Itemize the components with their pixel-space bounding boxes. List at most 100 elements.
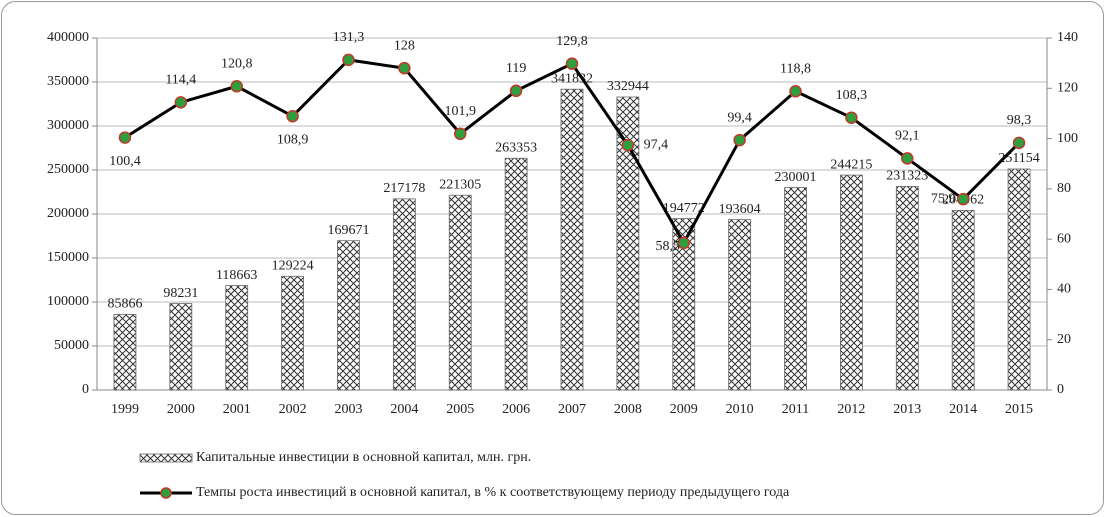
line-marker [677, 236, 691, 250]
y-tick-label: 400000 [47, 30, 89, 45]
line-marker [230, 80, 243, 93]
line-value-label: 99,4 [727, 110, 752, 125]
bar-value-label: 230001 [775, 170, 817, 185]
y-tick-label: 150000 [47, 250, 89, 265]
y2-tick-label: 100 [1057, 131, 1078, 146]
line-marker [901, 152, 914, 165]
line-value-label: 131,3 [333, 30, 365, 45]
bar [951, 210, 975, 391]
line-marker [286, 109, 299, 123]
bar [113, 314, 137, 391]
x-tick-label: 2009 [670, 402, 698, 417]
line-marker [398, 61, 411, 75]
x-tick-label: 2012 [837, 402, 865, 417]
bar [281, 275, 304, 391]
legend-marker [160, 487, 172, 499]
x-tick-label: 2007 [558, 402, 586, 417]
bar-value-label: 231323 [886, 169, 928, 184]
y2-tick-label: 120 [1057, 81, 1078, 96]
y-tick-label: 50000 [54, 338, 89, 353]
bar [337, 240, 360, 391]
y-tick-label: 250000 [47, 162, 89, 177]
x-tick-label: 2010 [726, 402, 754, 417]
legend-swatch [139, 453, 193, 463]
legend-label: Капитальные инвестиции в основной капита… [196, 450, 531, 465]
y-tick-label: 100000 [47, 294, 89, 309]
line-value-label: 100,4 [109, 154, 141, 169]
line-marker [453, 127, 467, 141]
bar [392, 198, 416, 391]
line-value-label: 98,3 [1007, 113, 1032, 128]
x-tick-label: 2013 [893, 402, 921, 417]
line-value-label: 118,8 [780, 62, 811, 77]
bar [448, 194, 472, 391]
line-marker [118, 131, 132, 144]
bar [784, 187, 807, 391]
x-tick-label: 2014 [949, 402, 977, 417]
bar-value-label: 221305 [439, 177, 481, 192]
line-marker [845, 111, 858, 124]
bar [504, 157, 528, 391]
line-value-label: 108,3 [836, 88, 868, 103]
line-value-label: 108,9 [277, 132, 309, 147]
bar [840, 174, 863, 391]
bar-value-label: 341832 [551, 71, 593, 86]
bar [895, 186, 919, 391]
bar-value-label: 118663 [216, 268, 257, 283]
x-tick-label: 2015 [1005, 402, 1033, 417]
x-tick-label: 2006 [502, 402, 530, 417]
y-tick-label: 200000 [47, 206, 89, 221]
y2-tick-label: 20 [1057, 332, 1071, 347]
x-tick-label: 2000 [167, 402, 195, 417]
bar-value-label: 217178 [383, 181, 425, 196]
y2-tick-label: 140 [1057, 30, 1078, 45]
line-value-label: 101,9 [444, 104, 476, 119]
x-tick-label: 2004 [390, 402, 418, 417]
y2-tick-label: 40 [1057, 282, 1071, 297]
line-value-label: 58,5 [656, 239, 681, 254]
bar-value-label: 85866 [107, 297, 142, 312]
line-value-label: 92,1 [895, 129, 920, 144]
bar-value-label: 244215 [830, 157, 872, 172]
bar-value-label: 332944 [607, 79, 649, 94]
x-tick-label: 2011 [782, 402, 809, 417]
line-value-label: 119 [506, 61, 526, 76]
line-marker [733, 133, 746, 147]
bar [616, 96, 640, 391]
x-tick-label: 2005 [446, 402, 474, 417]
line-marker [342, 53, 355, 67]
line-value-label: 114,4 [165, 73, 196, 88]
x-tick-label: 2002 [279, 402, 307, 417]
y-tick-label: 350000 [47, 74, 89, 89]
bar-value-label: 169671 [327, 223, 369, 238]
y-tick-label: 0 [82, 382, 89, 397]
line-marker [565, 57, 579, 70]
line-value-label: 97,4 [644, 137, 669, 152]
line-value-label: 75,9 [931, 191, 956, 206]
y2-tick-label: 80 [1057, 181, 1071, 196]
line-marker [509, 84, 523, 98]
bar-value-label: 263353 [495, 140, 537, 155]
x-tick-label: 1999 [111, 402, 139, 417]
line-value-label: 128 [394, 38, 415, 53]
x-tick-label: 2003 [334, 402, 362, 417]
bar [1007, 168, 1031, 391]
bar-value-label: 129224 [272, 259, 314, 274]
bar-value-label: 194772 [663, 201, 705, 216]
x-tick-label: 2001 [223, 402, 251, 417]
line-marker [174, 96, 188, 109]
bar [169, 303, 193, 391]
bar [560, 88, 584, 391]
line-marker [956, 192, 970, 206]
line-marker [789, 85, 802, 98]
y2-tick-label: 0 [1057, 382, 1064, 397]
x-tick-label: 2008 [614, 402, 642, 417]
line-marker [621, 138, 635, 152]
y2-tick-label: 60 [1057, 231, 1071, 246]
bar [225, 285, 249, 391]
line-marker [1012, 136, 1026, 150]
bar-value-label: 193604 [719, 202, 761, 217]
bar [672, 218, 696, 391]
y-tick-label: 300000 [47, 118, 89, 133]
